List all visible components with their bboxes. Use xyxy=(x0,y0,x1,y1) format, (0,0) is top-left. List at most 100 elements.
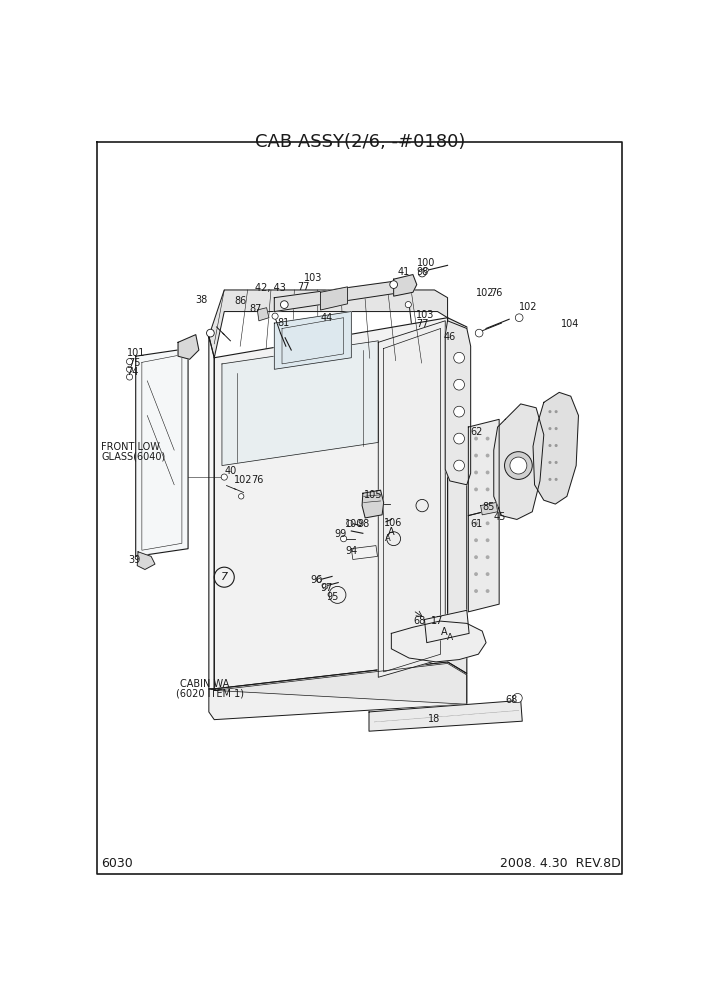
Circle shape xyxy=(486,470,489,474)
Text: 103: 103 xyxy=(416,310,435,320)
Polygon shape xyxy=(468,508,499,612)
Circle shape xyxy=(510,457,527,474)
Text: 18: 18 xyxy=(428,714,441,724)
Text: 105: 105 xyxy=(364,490,382,500)
Polygon shape xyxy=(209,290,448,358)
Text: 77: 77 xyxy=(298,283,310,293)
Circle shape xyxy=(340,536,347,542)
Circle shape xyxy=(555,478,557,481)
Circle shape xyxy=(548,427,552,431)
Polygon shape xyxy=(448,317,467,674)
Text: 75: 75 xyxy=(128,358,140,368)
Text: 7: 7 xyxy=(220,572,228,582)
Text: 102: 102 xyxy=(476,289,494,299)
Circle shape xyxy=(486,436,489,440)
Text: 76: 76 xyxy=(490,289,502,299)
Polygon shape xyxy=(274,311,351,369)
Text: 100: 100 xyxy=(345,520,364,530)
Circle shape xyxy=(474,487,478,491)
Circle shape xyxy=(486,522,489,525)
Circle shape xyxy=(555,427,557,431)
Circle shape xyxy=(272,313,278,319)
Polygon shape xyxy=(214,317,448,688)
Circle shape xyxy=(126,374,133,380)
Text: 104: 104 xyxy=(561,319,579,329)
Polygon shape xyxy=(222,341,378,465)
Circle shape xyxy=(555,410,557,414)
Circle shape xyxy=(239,494,244,499)
Circle shape xyxy=(453,352,465,363)
Polygon shape xyxy=(209,336,214,688)
Text: 38: 38 xyxy=(195,295,207,305)
Polygon shape xyxy=(391,621,486,662)
Text: 101: 101 xyxy=(126,348,145,358)
Text: 44: 44 xyxy=(321,313,333,323)
Circle shape xyxy=(548,478,552,481)
Text: 98: 98 xyxy=(357,520,370,530)
Text: 76: 76 xyxy=(251,475,263,485)
Text: 97: 97 xyxy=(321,583,333,593)
Text: CABIN WA: CABIN WA xyxy=(180,679,230,688)
Polygon shape xyxy=(138,552,155,569)
Text: 61: 61 xyxy=(470,520,482,530)
Circle shape xyxy=(453,379,465,390)
Circle shape xyxy=(505,451,532,479)
Text: 102: 102 xyxy=(234,475,253,485)
Text: A: A xyxy=(385,534,391,544)
Text: 87: 87 xyxy=(250,304,262,313)
Circle shape xyxy=(474,522,478,525)
Text: 99: 99 xyxy=(334,530,347,540)
Circle shape xyxy=(515,313,523,321)
Circle shape xyxy=(317,576,322,582)
Text: 98: 98 xyxy=(417,267,429,277)
Text: 102: 102 xyxy=(519,302,538,311)
Text: 77: 77 xyxy=(416,319,428,329)
Text: 68: 68 xyxy=(413,616,425,626)
Circle shape xyxy=(281,301,288,309)
Polygon shape xyxy=(369,700,522,731)
Text: 45: 45 xyxy=(494,512,506,522)
Polygon shape xyxy=(178,334,199,359)
Circle shape xyxy=(486,487,489,491)
Polygon shape xyxy=(425,610,469,643)
Text: 95: 95 xyxy=(326,592,339,602)
Polygon shape xyxy=(258,308,269,320)
Circle shape xyxy=(486,539,489,543)
Circle shape xyxy=(221,474,227,480)
Text: CAB ASSY(2/6, -#0180): CAB ASSY(2/6, -#0180) xyxy=(255,133,465,151)
Polygon shape xyxy=(481,503,498,515)
Polygon shape xyxy=(274,279,409,311)
Polygon shape xyxy=(533,393,578,504)
Circle shape xyxy=(486,556,489,559)
Text: 42, 43: 42, 43 xyxy=(255,283,286,293)
Text: (6020 ITEM 1): (6020 ITEM 1) xyxy=(176,688,244,698)
Text: 74: 74 xyxy=(126,367,139,377)
Text: 81: 81 xyxy=(277,317,290,327)
Text: 103: 103 xyxy=(303,273,322,283)
Polygon shape xyxy=(468,420,499,516)
Text: 39: 39 xyxy=(128,555,140,564)
Text: 100: 100 xyxy=(417,258,435,268)
Text: A: A xyxy=(388,527,395,537)
Text: 86: 86 xyxy=(234,297,246,307)
Circle shape xyxy=(453,407,465,417)
Circle shape xyxy=(475,329,483,337)
Polygon shape xyxy=(209,662,467,719)
Circle shape xyxy=(474,572,478,576)
Circle shape xyxy=(405,302,411,308)
Text: FRONT LOW: FRONT LOW xyxy=(101,442,160,452)
Circle shape xyxy=(424,268,428,272)
Circle shape xyxy=(548,410,552,414)
Polygon shape xyxy=(135,348,188,557)
Text: 2008. 4.30  REV.8D: 2008. 4.30 REV.8D xyxy=(500,857,621,870)
Circle shape xyxy=(453,460,465,471)
Text: 40: 40 xyxy=(225,465,237,475)
Text: 96: 96 xyxy=(310,575,323,585)
Circle shape xyxy=(347,520,353,527)
Circle shape xyxy=(513,693,522,702)
Polygon shape xyxy=(362,490,384,518)
Circle shape xyxy=(474,436,478,440)
Polygon shape xyxy=(378,320,445,678)
Circle shape xyxy=(390,281,397,289)
Circle shape xyxy=(126,358,133,365)
